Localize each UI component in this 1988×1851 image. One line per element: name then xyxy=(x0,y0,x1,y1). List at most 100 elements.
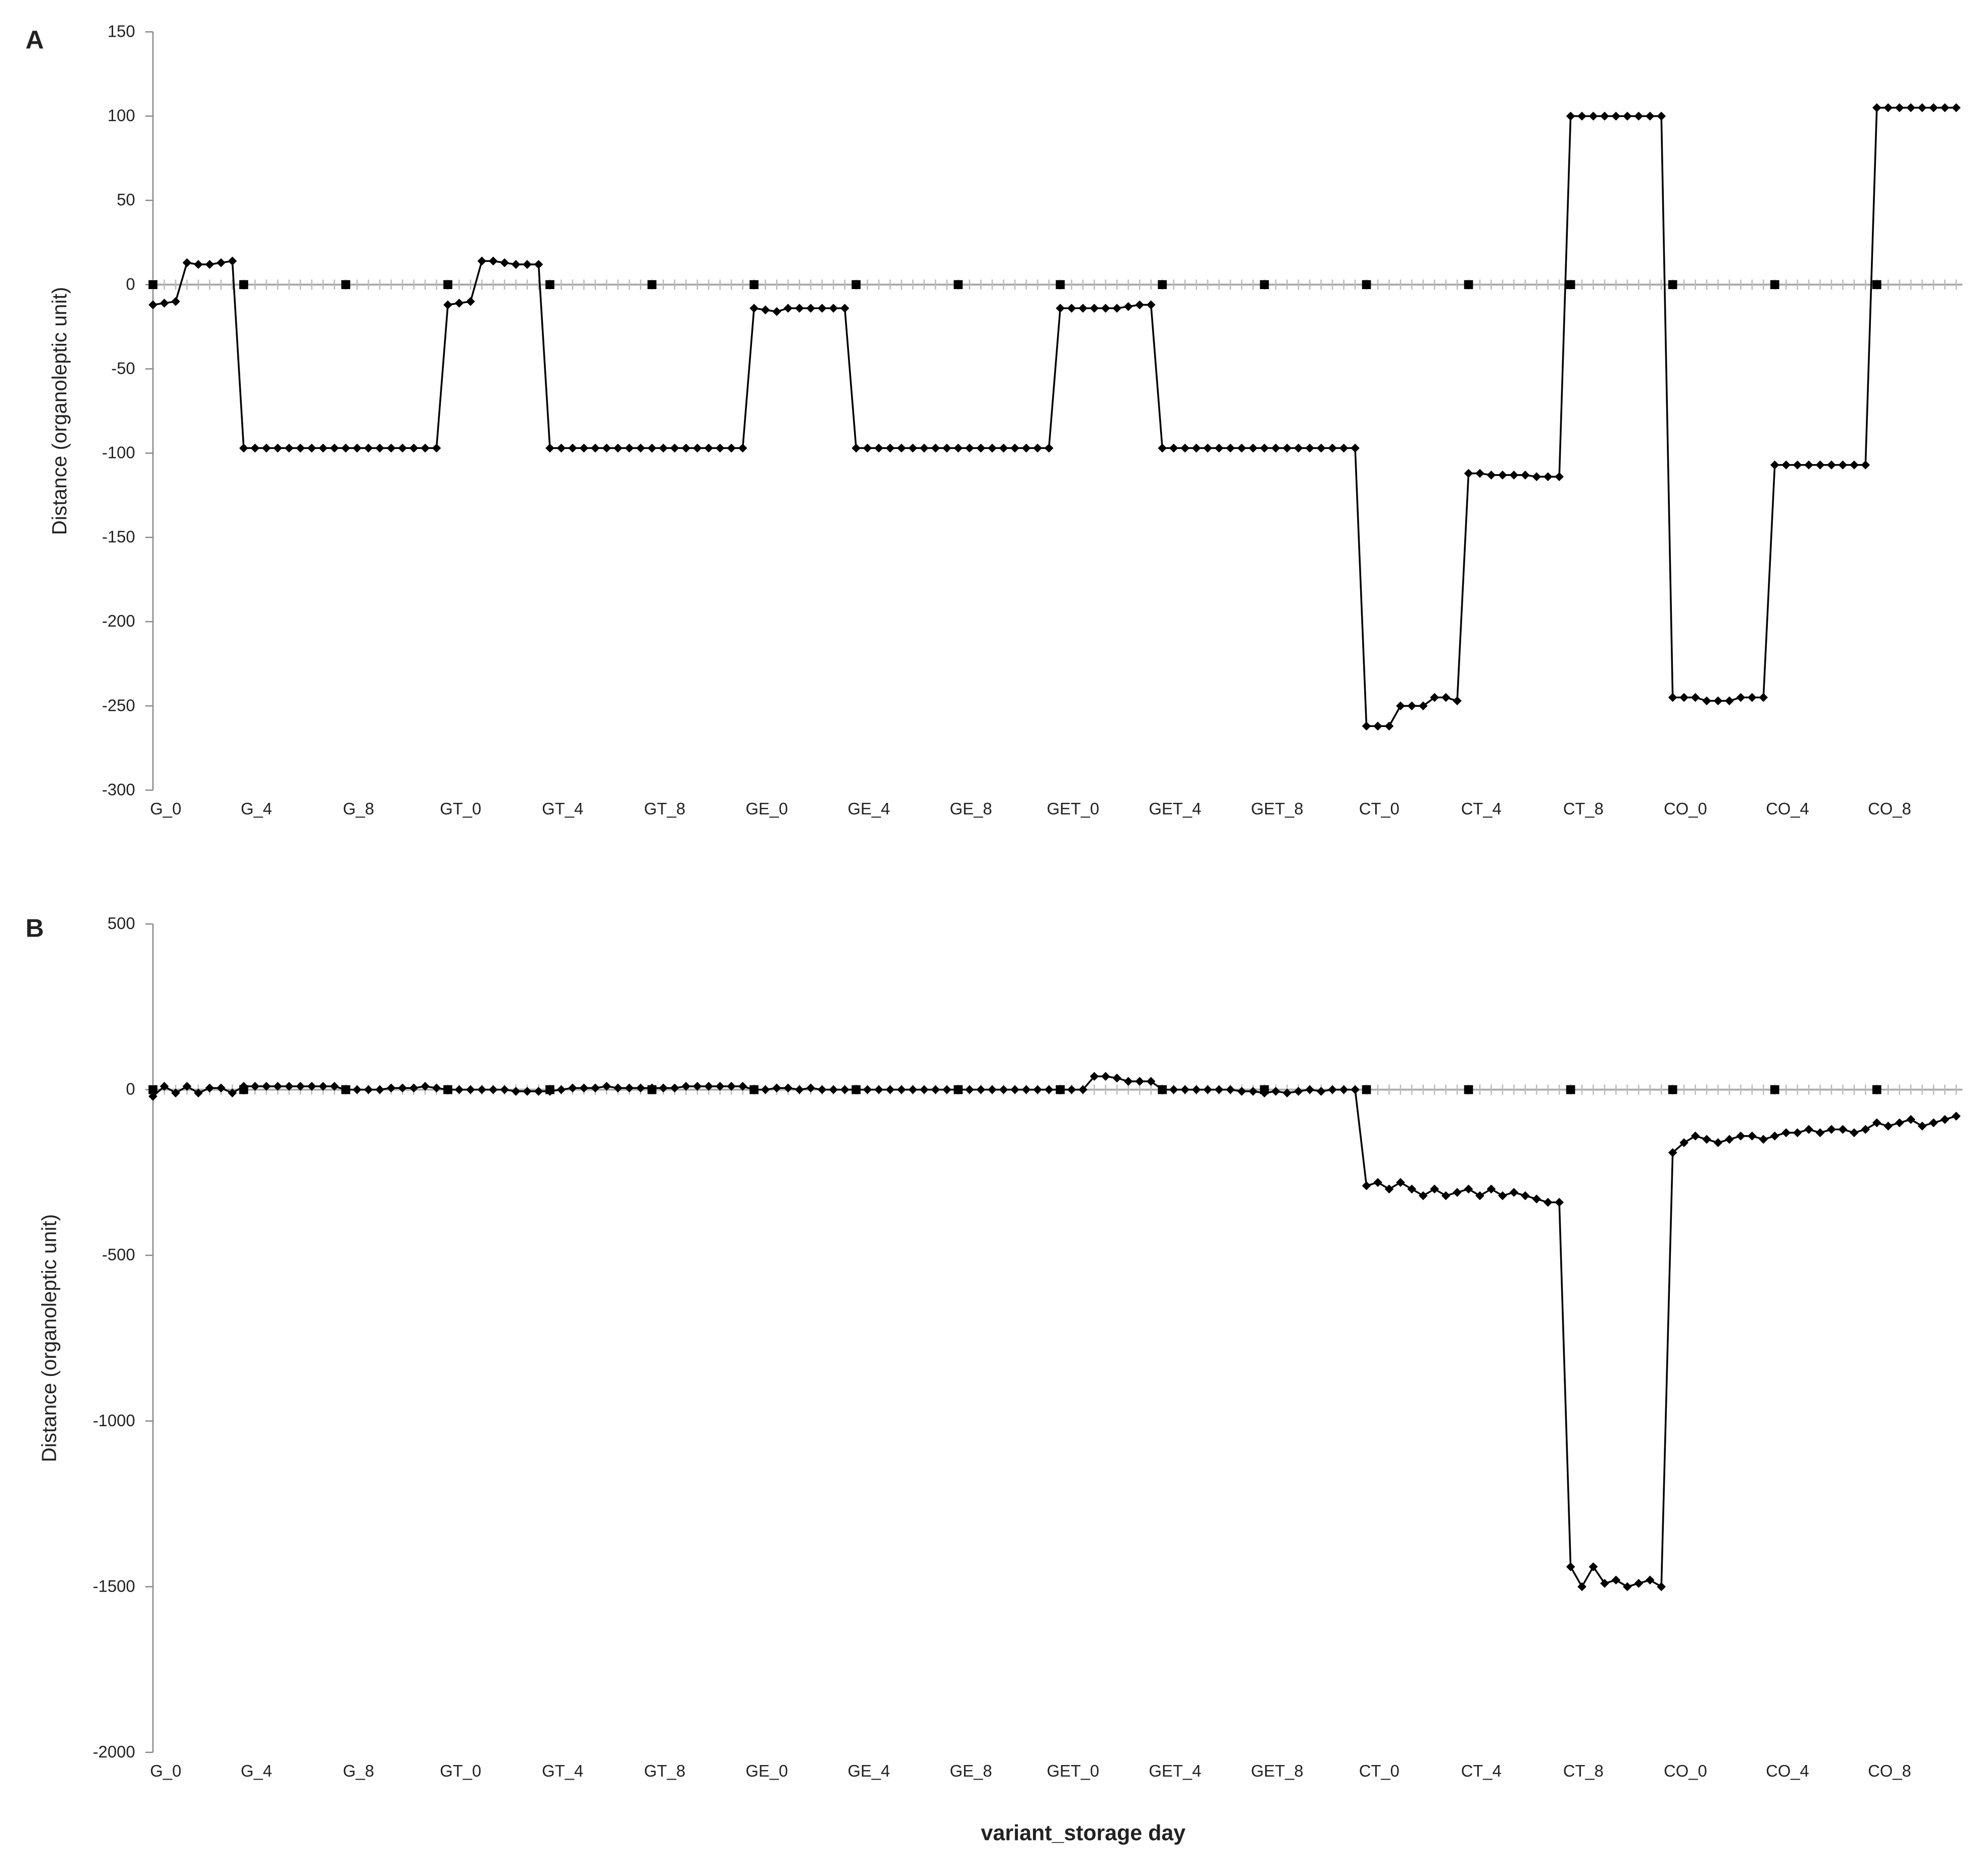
diamond-marker xyxy=(817,304,827,313)
diamond-marker xyxy=(296,1082,305,1091)
diamond-marker xyxy=(1158,443,1167,453)
diamond-marker xyxy=(908,1085,917,1094)
diamond-marker xyxy=(829,1085,838,1094)
square-marker xyxy=(1056,1085,1065,1094)
diamond-marker xyxy=(432,443,441,453)
diamond-marker xyxy=(1328,443,1337,453)
diamond-marker xyxy=(1804,1125,1814,1134)
diamond-marker xyxy=(840,304,849,313)
square-marker xyxy=(1566,1085,1575,1094)
diamond-marker xyxy=(205,260,215,269)
diamond-marker xyxy=(965,1085,974,1094)
square-marker xyxy=(239,280,248,290)
diamond-marker xyxy=(1135,1077,1145,1086)
diamond-marker xyxy=(534,1086,543,1096)
diamond-marker xyxy=(477,256,487,266)
y-tick-label: -150 xyxy=(102,527,135,546)
diamond-marker xyxy=(1509,1187,1519,1197)
diamond-marker xyxy=(1816,1128,1825,1138)
diamond-marker xyxy=(693,443,702,453)
diamond-marker xyxy=(942,1085,952,1094)
diamond-marker xyxy=(1555,472,1564,482)
diamond-marker xyxy=(1475,1191,1485,1200)
x-tick-label: GT_0 xyxy=(440,1762,481,1780)
square-marker xyxy=(239,1085,248,1094)
diamond-marker xyxy=(1441,693,1451,702)
diamond-marker xyxy=(194,1088,203,1097)
diamond-marker xyxy=(545,443,554,453)
diamond-marker xyxy=(1612,112,1621,121)
square-marker xyxy=(1770,280,1779,290)
square-marker xyxy=(1362,1085,1371,1094)
diamond-marker xyxy=(1418,701,1428,711)
diamond-marker xyxy=(1690,1131,1700,1141)
diamond-marker xyxy=(1668,1148,1677,1157)
diamond-marker xyxy=(466,297,475,306)
x-tick-label: GE_0 xyxy=(745,1762,788,1780)
x-tick-label: G_4 xyxy=(241,799,272,818)
x-tick-label: CT_8 xyxy=(1563,1762,1604,1780)
diamond-marker xyxy=(1328,1085,1337,1094)
diamond-marker xyxy=(477,1085,487,1094)
diamond-marker xyxy=(1033,443,1043,453)
diamond-marker xyxy=(1430,693,1439,702)
diamond-marker xyxy=(1316,443,1326,453)
diamond-marker xyxy=(1464,469,1473,478)
diamond-marker xyxy=(999,443,1008,453)
diamond-marker xyxy=(216,1083,226,1093)
diamond-marker xyxy=(840,1085,849,1094)
x-tick-label: GET_8 xyxy=(1251,799,1303,818)
diamond-marker xyxy=(387,1083,396,1093)
diamond-marker xyxy=(1373,721,1382,731)
diamond-marker xyxy=(1453,696,1462,705)
diamond-marker xyxy=(1078,304,1088,313)
diamond-marker xyxy=(1498,471,1507,480)
diamond-marker xyxy=(1566,112,1575,121)
diamond-marker xyxy=(1101,304,1110,313)
x-axis-title: variant_storage day xyxy=(981,1821,1185,1845)
diamond-marker xyxy=(1044,1085,1054,1094)
x-tick-label: GET_0 xyxy=(1047,1762,1099,1780)
diamond-marker xyxy=(228,1088,237,1097)
diamond-marker xyxy=(568,1083,578,1093)
x-tick-label: GT_0 xyxy=(440,799,481,818)
diamond-marker xyxy=(1951,103,1961,113)
diamond-marker xyxy=(1793,1128,1802,1138)
diamond-marker xyxy=(851,443,861,453)
diamond-marker xyxy=(500,1085,509,1094)
diamond-marker xyxy=(375,1085,385,1094)
diamond-marker xyxy=(1407,1184,1416,1194)
diamond-marker xyxy=(398,443,407,453)
diamond-marker xyxy=(1838,460,1848,470)
diamond-marker xyxy=(817,1085,827,1094)
diamond-marker xyxy=(1555,1197,1564,1207)
diamond-marker xyxy=(829,304,838,313)
square-marker xyxy=(545,1085,554,1094)
diamond-marker xyxy=(1123,302,1133,311)
diamond-marker xyxy=(398,1083,407,1093)
diamond-marker xyxy=(1714,1138,1723,1147)
square-marker xyxy=(1872,280,1881,290)
diamond-marker xyxy=(1577,112,1587,121)
x-tick-label: G_0 xyxy=(150,799,181,818)
diamond-marker xyxy=(1021,1085,1031,1094)
diamond-marker xyxy=(1645,112,1655,121)
diamond-marker xyxy=(239,443,248,453)
x-tick-label: CT_0 xyxy=(1359,799,1400,818)
diamond-marker xyxy=(1373,1178,1382,1187)
diamond-marker xyxy=(636,1083,645,1093)
diamond-marker xyxy=(988,443,997,453)
diamond-marker xyxy=(681,443,691,453)
diamond-marker xyxy=(273,443,282,453)
diamond-marker xyxy=(1169,1085,1178,1094)
diamond-marker xyxy=(1214,443,1224,453)
diamond-marker xyxy=(228,256,237,266)
x-tick-label: GET_8 xyxy=(1251,1762,1303,1780)
x-tick-label: CO_4 xyxy=(1766,799,1809,818)
diamond-marker xyxy=(160,299,169,308)
diamond-marker xyxy=(148,300,158,310)
diamond-marker xyxy=(262,443,271,453)
x-tick-label: CT_8 xyxy=(1563,799,1604,818)
diamond-marker xyxy=(591,1083,600,1093)
diamond-marker xyxy=(568,443,578,453)
